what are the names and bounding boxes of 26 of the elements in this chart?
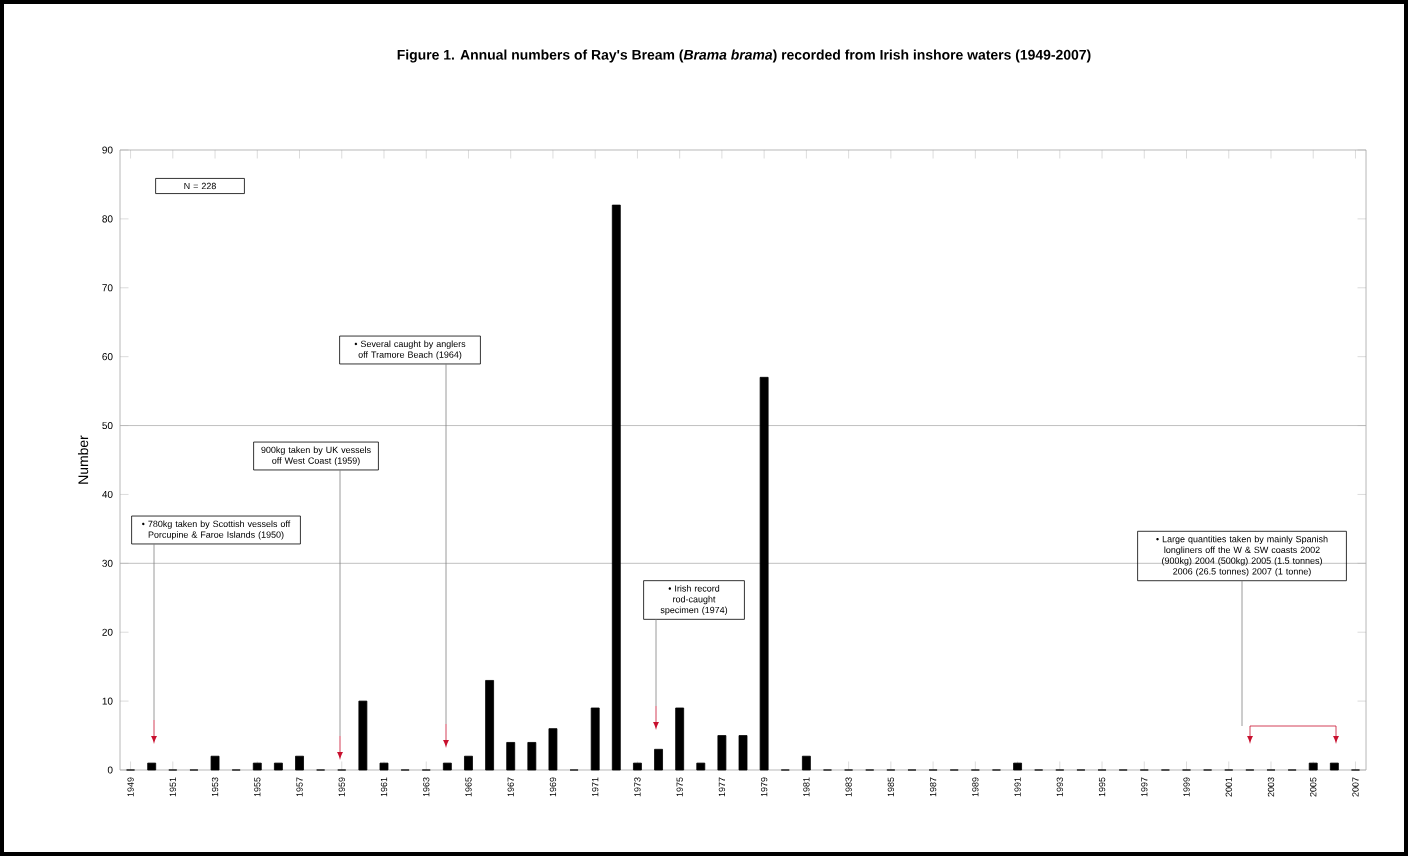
bar: [527, 742, 537, 771]
bar: [738, 735, 748, 771]
bar: [485, 680, 494, 771]
bar: [675, 707, 685, 771]
bar: [1329, 762, 1339, 771]
bar: [506, 742, 516, 771]
bar: [633, 762, 642, 771]
bar: [717, 735, 727, 771]
bar: [442, 762, 452, 771]
bar: [379, 762, 389, 771]
bar: [801, 755, 811, 771]
bar: [590, 707, 600, 771]
bar: [252, 762, 262, 771]
bar: [274, 762, 283, 771]
bar: [759, 376, 769, 771]
bar: [548, 728, 558, 771]
bar: [358, 700, 368, 771]
bar: [295, 755, 304, 771]
bar: [696, 762, 706, 771]
bar: [1013, 762, 1022, 771]
bar: [147, 762, 157, 771]
bar: [210, 755, 220, 771]
bar: [1308, 762, 1318, 771]
bar: [654, 748, 663, 771]
bar: [464, 755, 473, 771]
bar: [611, 204, 621, 771]
